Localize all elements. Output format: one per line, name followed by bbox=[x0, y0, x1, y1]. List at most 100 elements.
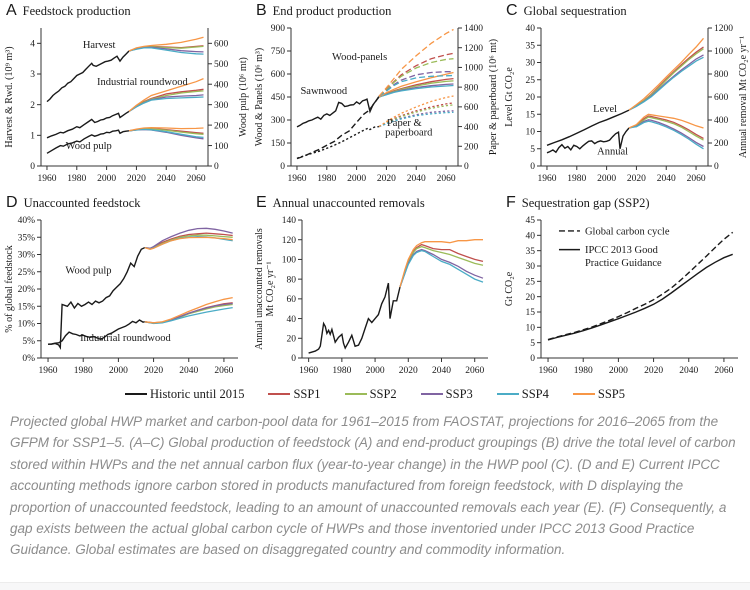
panel-e-name: Annual unaccounted removals bbox=[272, 196, 425, 210]
svg-text:1980: 1980 bbox=[332, 366, 351, 376]
panel-c: C Global sequestration 0 5 10 15 20 25 30 35 40 0… bbox=[500, 0, 750, 192]
legend-label-ssp3: SSP3 bbox=[445, 386, 473, 401]
svg-text:0: 0 bbox=[714, 162, 719, 172]
svg-text:Harvest: Harvest bbox=[83, 40, 116, 51]
panel-c-name: Global sequestration bbox=[523, 4, 627, 18]
svg-text:1400: 1400 bbox=[464, 24, 483, 34]
svg-text:1980: 1980 bbox=[67, 174, 86, 184]
svg-text:80: 80 bbox=[287, 275, 297, 285]
svg-text:2000: 2000 bbox=[97, 174, 116, 184]
svg-text:2020: 2020 bbox=[627, 174, 646, 184]
svg-text:1960: 1960 bbox=[299, 366, 318, 376]
svg-text:Annual: Annual bbox=[597, 147, 628, 158]
panel-b: B End product production 0 150 300 450 600 75… bbox=[250, 0, 500, 192]
ssp1-line-swatch bbox=[268, 393, 291, 395]
chart-end-product-production: 0 150 300 450 600 750 900 0 200 400 600 800 1000 1200… bbox=[254, 24, 499, 184]
svg-text:0: 0 bbox=[280, 162, 285, 172]
legend-label-ssp2: SSP2 bbox=[369, 386, 397, 401]
svg-text:0: 0 bbox=[464, 162, 469, 172]
svg-text:Wood-panels: Wood-panels bbox=[332, 52, 387, 63]
svg-text:Level: Level bbox=[593, 104, 617, 115]
svg-text:2040: 2040 bbox=[407, 174, 426, 184]
svg-text:450: 450 bbox=[271, 93, 286, 103]
panel-e-letter: E bbox=[256, 194, 267, 211]
svg-text:1960: 1960 bbox=[39, 366, 58, 376]
panel-d-title: D Unaccounted feedstock bbox=[0, 192, 250, 214]
ssp3-line-swatch bbox=[420, 393, 443, 395]
svg-text:30: 30 bbox=[526, 262, 536, 272]
legend-label-ssp1: SSP1 bbox=[293, 386, 321, 401]
svg-text:800: 800 bbox=[714, 70, 729, 80]
svg-text:300: 300 bbox=[271, 116, 286, 126]
svg-text:35: 35 bbox=[526, 41, 536, 51]
svg-text:2000: 2000 bbox=[597, 174, 616, 184]
legend-item-ssp1: SSP1 bbox=[268, 386, 321, 402]
panel-d: D Unaccounted feedstock 0% 5% 10% 15% 20% 25%… bbox=[0, 192, 250, 384]
svg-text:1200: 1200 bbox=[714, 24, 733, 34]
svg-text:600: 600 bbox=[271, 70, 286, 80]
svg-text:20%: 20% bbox=[18, 285, 36, 295]
svg-text:40%: 40% bbox=[18, 216, 36, 226]
svg-text:IPCC 2013 Good: IPCC 2013 Good bbox=[585, 245, 659, 256]
svg-text:600: 600 bbox=[214, 40, 229, 50]
svg-text:2020: 2020 bbox=[377, 174, 396, 184]
panel-e: E Annual unaccounted removals 0 20 40 60 80 1… bbox=[250, 192, 500, 384]
svg-text:Annual unaccounted removals: Annual unaccounted removals bbox=[254, 228, 265, 350]
figure-caption: Projected global HWP market and carbon-p… bbox=[10, 414, 736, 558]
svg-text:500: 500 bbox=[214, 60, 229, 70]
svg-text:0: 0 bbox=[214, 162, 219, 172]
panel-d-name: Unaccounted feedstock bbox=[23, 196, 141, 210]
svg-text:2060: 2060 bbox=[214, 366, 233, 376]
ssp2-line-swatch bbox=[344, 393, 367, 395]
svg-text:25: 25 bbox=[526, 278, 536, 288]
svg-text:15: 15 bbox=[526, 110, 536, 120]
svg-text:2040: 2040 bbox=[157, 174, 176, 184]
svg-text:2060: 2060 bbox=[187, 174, 206, 184]
svg-text:2000: 2000 bbox=[347, 174, 366, 184]
panel-c-title: C Global sequestration bbox=[500, 0, 750, 22]
legend-label-ssp4: SSP4 bbox=[521, 386, 549, 401]
svg-text:30%: 30% bbox=[18, 251, 36, 261]
ssp5-line-swatch bbox=[572, 393, 595, 395]
svg-text:15%: 15% bbox=[18, 302, 36, 312]
svg-text:5%: 5% bbox=[22, 337, 35, 347]
panel-e-title: E Annual unaccounted removals bbox=[250, 192, 500, 214]
svg-text:60: 60 bbox=[287, 295, 297, 305]
svg-text:Wood pulp: Wood pulp bbox=[66, 141, 112, 152]
svg-text:2060: 2060 bbox=[687, 174, 706, 184]
svg-text:2: 2 bbox=[30, 101, 35, 111]
svg-text:2020: 2020 bbox=[127, 174, 146, 184]
svg-text:Industrial roundwood: Industrial roundwood bbox=[80, 333, 171, 344]
panel-b-letter: B bbox=[256, 2, 267, 19]
chart-global-sequestration: 0510152025303540020040060080010001200196… bbox=[504, 24, 749, 184]
svg-text:2020: 2020 bbox=[644, 366, 663, 376]
svg-text:1980: 1980 bbox=[74, 366, 93, 376]
svg-text:600: 600 bbox=[464, 103, 479, 113]
svg-text:2020: 2020 bbox=[399, 366, 418, 376]
svg-text:35: 35 bbox=[526, 247, 536, 257]
panel-b-name: End product production bbox=[272, 4, 392, 18]
svg-text:2040: 2040 bbox=[679, 366, 698, 376]
svg-text:Practice Guidance: Practice Guidance bbox=[585, 258, 662, 269]
svg-text:0: 0 bbox=[530, 162, 535, 172]
svg-text:2040: 2040 bbox=[179, 366, 198, 376]
svg-text:120: 120 bbox=[282, 236, 297, 246]
svg-text:45: 45 bbox=[526, 216, 536, 226]
svg-text:800: 800 bbox=[464, 83, 479, 93]
svg-text:300: 300 bbox=[214, 101, 229, 111]
svg-text:Wood & Panels (10⁶ m³): Wood & Panels (10⁶ m³) bbox=[254, 48, 265, 146]
svg-text:25: 25 bbox=[526, 76, 536, 86]
panel-a-title: A Feedstock production bbox=[0, 0, 250, 22]
svg-text:2040: 2040 bbox=[432, 366, 451, 376]
bottom-divider bbox=[0, 582, 750, 590]
svg-text:1960: 1960 bbox=[37, 174, 56, 184]
historic-line-swatch bbox=[125, 393, 147, 395]
svg-text:1980: 1980 bbox=[317, 174, 336, 184]
svg-text:900: 900 bbox=[271, 24, 286, 34]
svg-text:0: 0 bbox=[30, 162, 35, 172]
svg-text:paperboard: paperboard bbox=[385, 128, 433, 139]
svg-text:20: 20 bbox=[287, 334, 297, 344]
legend-item-ssp4: SSP4 bbox=[496, 386, 549, 402]
svg-text:% of global feedstock: % of global feedstock bbox=[4, 245, 15, 332]
